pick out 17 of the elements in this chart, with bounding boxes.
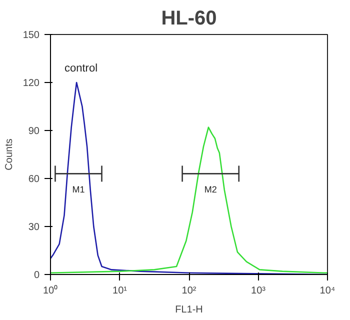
x-tick-label: 10²: [182, 286, 197, 296]
annotation: M1: [72, 184, 85, 195]
y-tick-label: 150: [22, 30, 40, 41]
y-tick-label: 30: [28, 222, 40, 233]
y-tick-label: 120: [22, 78, 40, 89]
x-tick-label: 10⁰: [42, 284, 58, 296]
x-tick-label: 10⁴: [320, 286, 336, 296]
x-axis-title: FL1-H: [175, 304, 203, 316]
chart-title: HL-60: [161, 8, 217, 30]
annotation: M2: [204, 184, 217, 195]
x-tick-label: 10¹: [112, 286, 128, 296]
y-axis-title: Counts: [4, 138, 15, 170]
annotation: control: [64, 62, 98, 74]
x-tick-label: 10³: [251, 286, 266, 296]
y-tick-label: 90: [28, 126, 40, 137]
y-tick-label: 0: [34, 270, 40, 281]
y-tick-label: 60: [28, 174, 40, 185]
